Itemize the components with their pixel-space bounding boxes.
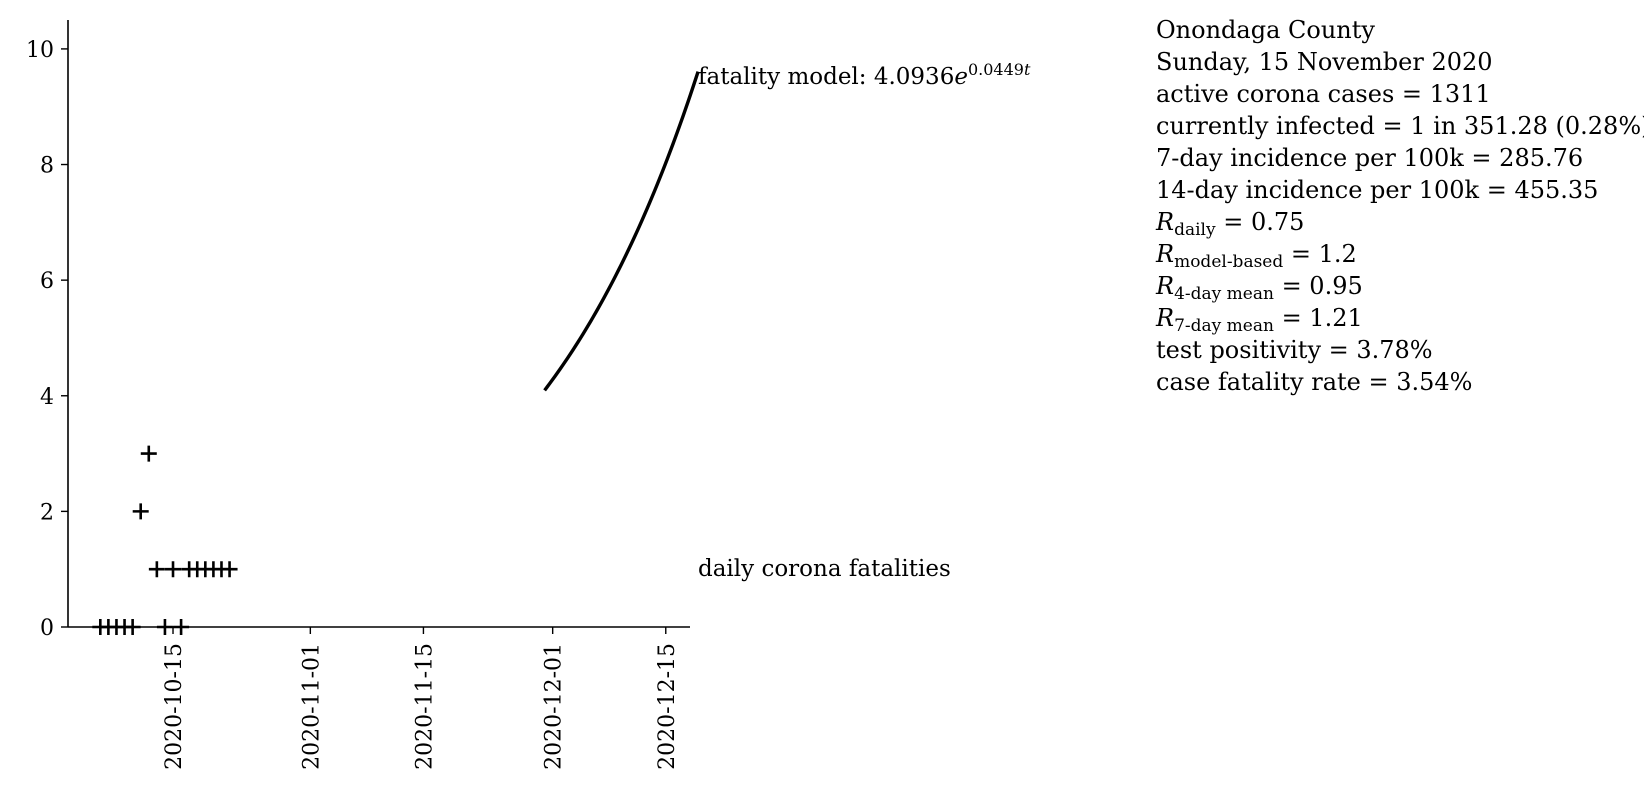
x-tick-label: 2020-10-15 [162,643,187,770]
stats-currently-infected: currently infected = 1 in 351.28 (0.28%) [1156,112,1644,140]
stats-date: Sunday, 15 November 2020 [1156,48,1493,76]
fatality-point [156,619,173,635]
stats-panel: Onondaga County Sunday, 15 November 2020… [1156,14,1644,398]
r-daily-sub: daily [1174,220,1216,240]
stats-county: Onondaga County [1156,16,1375,44]
y-tick-label: 8 [40,154,54,179]
r-7day-value: = 1.21 [1273,304,1363,332]
stats-r-4day: R4-day mean = 0.95 [1156,270,1644,304]
r-4day-sub: 4-day mean [1174,284,1274,304]
y-tick-label: 10 [26,38,54,63]
fatality-chart: 0 2 4 6 8 10 2020-10-15 2020-11-01 2020-11-15 202… [26,20,1031,770]
fatality-point [173,619,190,635]
r-symbol: R [1156,304,1175,332]
x-tick-label: 2020-12-01 [542,643,567,770]
model-annotation-exponent-var: t [1024,60,1031,79]
stats-incidence-14: 14-day incidence per 100k = 455.35 [1156,176,1599,204]
stats-test-positivity: test positivity = 3.78% [1156,336,1433,364]
stats-r-model: Rmodel-based = 1.2 [1156,238,1644,272]
chart-axes: 0 2 4 6 8 10 2020-10-15 2020-11-01 2020-11-15 202… [26,20,690,770]
fatality-point [140,445,157,462]
model-annotation-base: e [954,64,968,90]
stats-incidence-7: 7-day incidence per 100k = 285.76 [1156,144,1584,172]
stats-r-7day: R7-day mean = 1.21 [1156,302,1644,336]
model-annotation: fatality model: 4.0936e0.0449t [698,60,1031,90]
chart-annotations: fatality model: 4.0936e0.0449t daily cor… [698,60,1031,582]
stats-case-fatality: case fatality rate = 3.54% [1156,368,1473,396]
r-daily-value: = 0.75 [1215,208,1305,236]
r-symbol: R [1156,272,1175,300]
x-tick-label: 2020-12-15 [655,643,680,770]
r-4day-value: = 0.95 [1273,272,1363,300]
x-tick-label: 2020-11-01 [299,643,324,770]
r-symbol: R [1156,240,1175,268]
fatality-point [221,561,238,578]
model-annotation-exponent: 0.0449 [968,60,1024,79]
y-tick-label: 6 [40,269,54,294]
y-tick-label: 4 [40,385,54,410]
fatality-point [132,503,149,520]
fatality-model-line [543,71,700,392]
fatalities-annotation: daily corona fatalities [698,556,951,582]
r-symbol: R [1156,208,1175,236]
fatality-point [165,561,182,578]
x-tick-label: 2020-11-15 [412,643,437,770]
fatality-point [148,561,165,578]
y-tick-label: 0 [40,616,54,641]
y-tick-label: 2 [40,500,54,525]
model-annotation-prefix: fatality model: 4.0936 [698,64,954,90]
fatality-point [124,619,141,635]
r-model-sub: model-based [1174,252,1284,272]
stats-r-daily: Rdaily = 0.75 [1156,206,1644,240]
stats-active-cases: active corona cases = 1311 [1156,80,1491,108]
chart-marks [92,71,700,635]
r-model-value: = 1.2 [1283,240,1357,268]
r-7day-sub: 7-day mean [1174,316,1274,336]
